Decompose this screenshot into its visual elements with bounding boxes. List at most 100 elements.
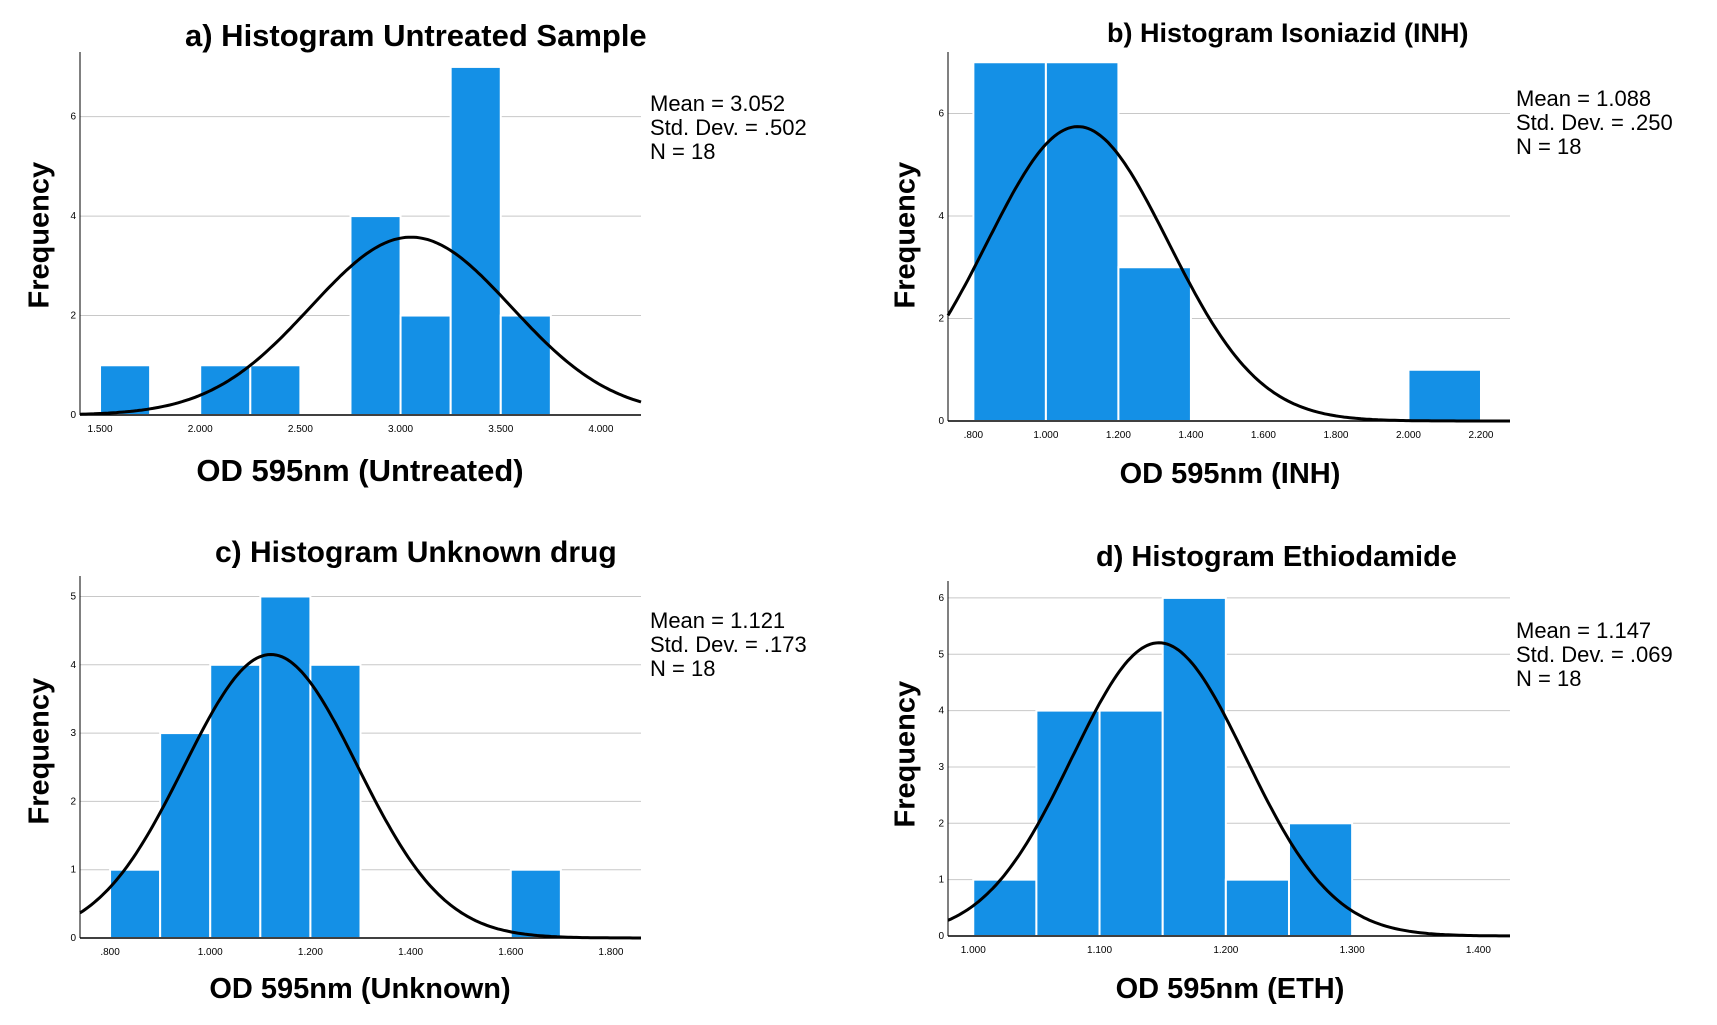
n-label: N = 18 [1516,666,1582,691]
y-tick-label: 2 [70,311,76,322]
sd-label: Std. Dev. = .502 [650,115,807,140]
x-tick-label: 1.200 [1213,945,1238,956]
y-tick-label: 0 [70,410,76,421]
histogram-1: .800 1.000 1.200 1.400 1.600 1.800 2.000 2.200 0… [938,52,1510,441]
y-axis-label: Frequency [23,677,56,825]
x-tick-label: 1.200 [1106,430,1131,441]
histogram-bar [99,364,152,417]
y-tick-label: 4 [938,211,944,222]
y-tick-label: 5 [938,649,944,660]
y-tick-label: 4 [70,660,76,671]
y-tick-label: 4 [70,211,76,222]
y-tick-label: 1 [70,865,76,876]
n-label: N = 18 [650,139,716,164]
normal-curve [947,641,1510,938]
histogram-bar [209,663,262,940]
y-tick-label: 1 [938,875,944,886]
x-tick-label: 3.500 [488,424,513,435]
histogram-2: .800 1.000 1.200 1.400 1.600 1.800 0 1 2 3 4 5 [70,576,641,958]
y-tick-label: 0 [938,931,944,942]
y-tick-label: 6 [938,593,944,604]
histogram-bar [349,215,402,416]
x-tick-label: 2.500 [288,424,313,435]
chart-title: b) Histogram Isoniazid (INH) [1107,18,1469,48]
stats-box: Mean = 3.052 Std. Dev. = .502 N = 18 [650,92,807,164]
x-axis-label: OD 595nm (ETH) [1115,973,1345,1005]
x-tick-label: 1.000 [961,945,986,956]
y-axis-label: Frequency [889,680,922,828]
histogram-3: 1.000 1.100 1.200 1.300 1.400 0 1 2 3 4 5 6 [938,581,1510,956]
x-tick-label: 1.000 [198,947,223,958]
y-tick-label: 3 [70,728,76,739]
y-tick-label: 4 [938,706,944,717]
chart-title: a) Histogram Untreated Sample [185,18,647,53]
x-tick-label: 2.000 [1396,430,1421,441]
x-tick-label: 1.100 [1087,945,1112,956]
histogram-bar [972,61,1047,422]
y-tick-label: 0 [938,416,944,427]
histogram-bar [1407,368,1482,422]
x-tick-label: 1.800 [598,947,623,958]
x-tick-label: 1.200 [298,947,323,958]
n-label: N = 18 [650,656,716,681]
y-axis-label: Frequency [889,161,922,309]
x-tick-label: 1.400 [1178,430,1203,441]
x-tick-label: 1.000 [1033,430,1058,441]
histogram-bar [1098,709,1164,937]
x-tick-label: .800 [100,947,120,958]
histogram-bar [249,364,302,417]
x-tick-label: 2.200 [1468,430,1493,441]
mean-label: Mean = 1.088 [1516,86,1652,111]
histogram-bar [499,314,552,416]
y-tick-label: 2 [70,796,76,807]
histogram-bar [399,314,452,416]
mean-label: Mean = 1.121 [650,608,786,633]
mean-label: Mean = 3.052 [650,91,786,116]
normal-curve [79,235,642,416]
y-tick-label: 2 [938,818,944,829]
x-tick-label: 1.600 [498,947,523,958]
x-tick-label: 1.500 [88,424,113,435]
y-tick-label: 2 [938,314,944,325]
histogram-bar [1287,822,1354,937]
stats-box: Mean = 1.147 Std. Dev. = .069 N = 18 [1516,619,1673,691]
normal-curve [946,125,1510,423]
x-tick-label: .800 [964,430,984,441]
chart-title: d) Histogram Ethiodamide [1096,541,1457,573]
sd-label: Std. Dev. = .250 [1516,110,1673,135]
sd-label: Std. Dev. = .069 [1516,642,1673,667]
x-axis-label: OD 595nm (Unknown) [209,973,511,1005]
x-tick-label: 1.300 [1340,945,1365,956]
x-tick-label: 2.000 [188,424,213,435]
mean-label: Mean = 1.147 [1516,618,1652,643]
histogram-bar [1224,878,1290,938]
x-tick-label: 1.400 [1466,945,1491,956]
histogram-bar [509,868,562,940]
histogram-bar [449,65,502,416]
x-tick-label: 4.000 [588,424,613,435]
histogram-bar [259,595,312,939]
stats-box: Mean = 1.088 Std. Dev. = .250 N = 18 [1516,87,1673,159]
stats-box: Mean = 1.121 Std. Dev. = .173 N = 18 [650,609,807,681]
y-tick-label: 6 [938,109,944,120]
histogram-bar [1161,596,1227,938]
histogram-bar [309,663,362,940]
y-tick-label: 6 [70,112,76,123]
y-tick-label: 3 [938,762,944,773]
sd-label: Std. Dev. = .173 [650,632,807,657]
x-tick-label: 3.000 [388,424,413,435]
y-tick-label: 5 [70,591,76,602]
x-axis-label: OD 595nm (Untreated) [196,453,524,488]
chart-title: c) Histogram Unknown drug [215,536,617,569]
y-tick-label: 0 [70,933,76,944]
x-tick-label: 1.800 [1323,430,1348,441]
x-axis-label: OD 595nm (INH) [1119,458,1341,490]
normal-curve [79,652,641,940]
histogram-bar [1117,266,1192,422]
x-tick-label: 1.400 [398,947,423,958]
x-tick-label: 1.600 [1251,430,1276,441]
histogram-bar [972,878,1038,938]
n-label: N = 18 [1516,134,1582,159]
histogram-bar [1044,61,1120,422]
